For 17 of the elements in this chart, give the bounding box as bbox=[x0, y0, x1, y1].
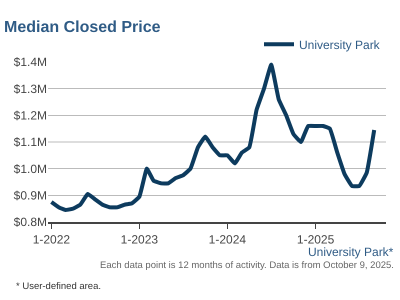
x-tick-label: 1-2023 bbox=[120, 232, 158, 246]
y-tick-label: $1.0M bbox=[14, 162, 47, 176]
text: University Park* bbox=[308, 245, 394, 259]
y-tick-label: $0.8M bbox=[14, 215, 47, 230]
y-tick-label: $1.2M bbox=[14, 108, 47, 123]
y-tick-label: $1.1M bbox=[14, 135, 47, 150]
text: * User-defined area. bbox=[16, 281, 102, 292]
line-series bbox=[49, 62, 376, 212]
x-tick-label: 1-2025 bbox=[296, 232, 335, 246]
legend-label: University Park bbox=[299, 38, 381, 52]
y-tick-label: $0.9M bbox=[14, 188, 47, 203]
x-tick-label: 1-2022 bbox=[32, 232, 70, 246]
y-tick-label: $1.3M bbox=[14, 82, 47, 96]
chart-title: Median Closed Price bbox=[4, 19, 161, 36]
text: Each data point is 12 months of activity. Data is from October 9, 2025. bbox=[100, 260, 394, 271]
x-tick-label: 1-2024 bbox=[208, 232, 246, 246]
y-tick-label: $1.4M bbox=[14, 55, 47, 70]
